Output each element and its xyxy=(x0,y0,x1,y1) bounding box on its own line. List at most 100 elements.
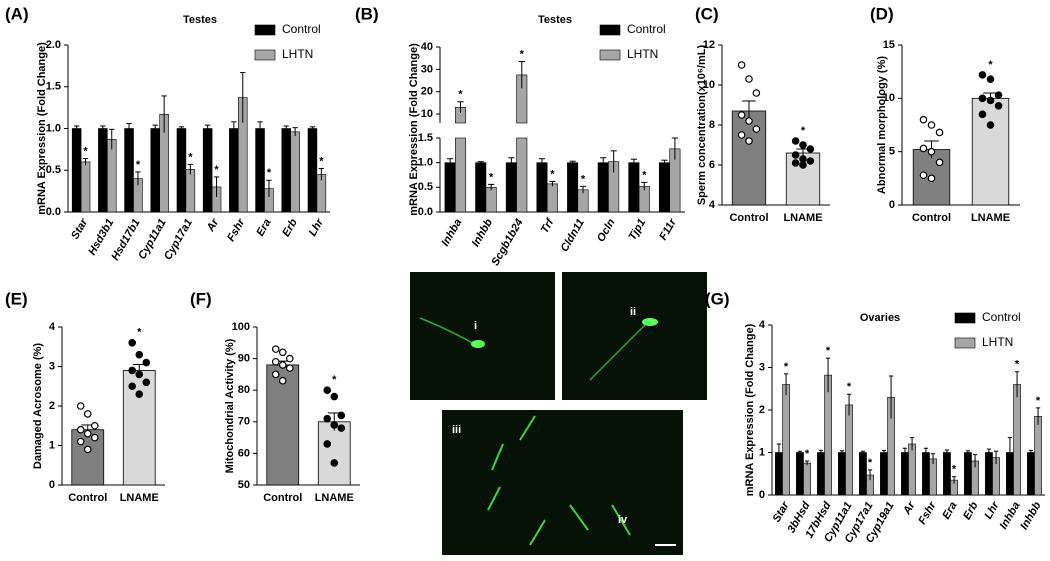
significance: * xyxy=(267,167,272,179)
data-point xyxy=(752,89,761,97)
x-tick-label: Control xyxy=(729,212,768,224)
bar xyxy=(824,374,832,496)
bar xyxy=(922,452,930,496)
data-point xyxy=(330,459,339,467)
significance: * xyxy=(642,169,647,181)
data-point xyxy=(737,61,746,69)
y-tick-label: 90 xyxy=(238,353,250,365)
legend-swatch xyxy=(254,49,276,61)
data-point xyxy=(128,338,137,347)
image-label: i xyxy=(474,320,477,332)
y-tick-label: 20 xyxy=(421,86,433,98)
data-point xyxy=(323,414,332,423)
data-point xyxy=(752,125,761,133)
data-point xyxy=(337,424,346,432)
significance: * xyxy=(847,381,852,393)
data-point xyxy=(323,440,332,448)
data-point xyxy=(745,137,753,145)
bar xyxy=(964,452,972,496)
y-axis-label: mRNA Expression (Fold Change) xyxy=(36,42,48,215)
x-tick-label: Control xyxy=(68,492,107,504)
y-tick-label: 1.0 xyxy=(46,122,61,134)
x-tick-label: Control xyxy=(263,492,302,504)
x-tick-label: Star xyxy=(771,499,792,524)
panel-label: (C) xyxy=(695,4,719,23)
legend-label: Control xyxy=(982,310,1021,324)
significance: * xyxy=(319,155,324,167)
data-point xyxy=(986,121,995,129)
chart-title: Testes xyxy=(538,14,572,26)
x-tick-label: Erb xyxy=(961,500,981,522)
y-axis-label: mRNA Expression (Fold Change) xyxy=(408,43,420,216)
data-point xyxy=(76,437,85,446)
bar xyxy=(71,128,82,213)
legend-swatch xyxy=(599,24,621,36)
x-tick-label: Fshr xyxy=(225,216,248,243)
x-tick-label: Tjp1 xyxy=(626,217,648,243)
bar xyxy=(290,131,300,213)
y-tick-label: 1.5 xyxy=(46,81,61,93)
y-tick-label: 50 xyxy=(238,479,250,491)
data-point xyxy=(986,96,995,105)
y-tick-label: 80 xyxy=(238,384,250,396)
bar xyxy=(317,421,351,486)
y-tick-label: 2 xyxy=(759,404,765,416)
bar xyxy=(71,429,105,486)
y-axis-label: Mitochondrial Activity (%) xyxy=(224,338,236,473)
image-label: iv xyxy=(618,514,628,526)
micrograph xyxy=(442,410,683,555)
data-point xyxy=(330,392,339,401)
bar xyxy=(908,443,916,496)
bar xyxy=(505,162,517,213)
y-tick-label: 1 xyxy=(759,446,765,458)
bar xyxy=(782,384,790,496)
y-tick-label: 10 xyxy=(421,108,433,120)
legend-label: LHTN xyxy=(982,335,1013,349)
data-point xyxy=(935,158,944,167)
significance: * xyxy=(1015,359,1020,371)
y-tick-label: 0.0 xyxy=(418,206,433,218)
significance: * xyxy=(83,145,88,157)
chart-title: Ovaries xyxy=(860,312,900,324)
bar xyxy=(485,187,497,213)
y-tick-label: 30 xyxy=(421,63,433,75)
significance: * xyxy=(805,448,810,460)
data-point xyxy=(83,410,92,418)
bar xyxy=(597,162,609,213)
legend-label: Control xyxy=(282,22,321,36)
data-point xyxy=(806,157,815,165)
data-point xyxy=(791,159,800,167)
significance: * xyxy=(988,59,993,71)
bar xyxy=(1027,452,1035,496)
data-point xyxy=(791,151,800,159)
bar xyxy=(796,452,804,496)
significance: * xyxy=(458,89,463,101)
y-tick-label: 70 xyxy=(238,416,250,428)
y-tick-label: 0.0 xyxy=(46,206,61,218)
bar xyxy=(817,452,825,496)
bar xyxy=(229,128,239,213)
data-point xyxy=(128,366,137,375)
data-point xyxy=(978,71,987,79)
bar xyxy=(859,452,867,496)
data-point xyxy=(142,358,151,367)
data-point xyxy=(83,429,92,438)
bar xyxy=(838,452,846,496)
y-tick-label: 0 xyxy=(759,489,765,501)
y-tick-label: 4 xyxy=(49,321,56,333)
legend-swatch xyxy=(954,312,976,324)
micrographs: i ii iii iv xyxy=(410,272,707,555)
data-point xyxy=(927,121,936,129)
bar xyxy=(107,139,117,213)
legend-label: LHTN xyxy=(627,47,658,61)
significance: * xyxy=(952,464,957,476)
y-tick-label: 0 xyxy=(49,479,55,491)
data-point xyxy=(927,174,936,183)
data-point xyxy=(799,141,807,149)
legend-label: Control xyxy=(627,22,666,36)
bar xyxy=(901,452,909,496)
x-tick-label: Ocln xyxy=(595,217,618,244)
y-tick-label: 5 xyxy=(889,146,895,158)
bar xyxy=(98,128,108,213)
